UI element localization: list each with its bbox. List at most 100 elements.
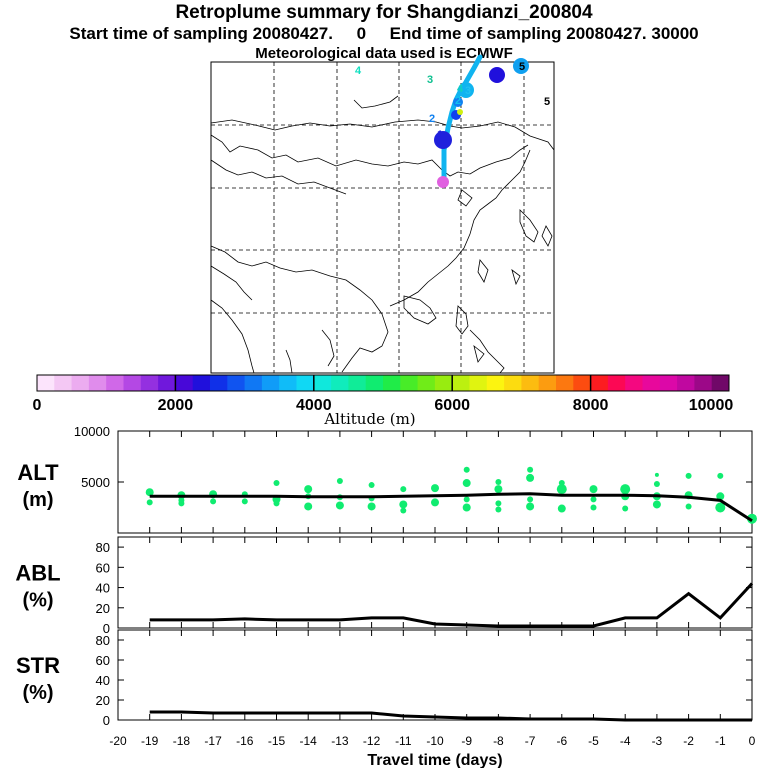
x-axis: -20 -19 -18 -17 -16 -15 -14 -13 -12 -11 -10 -9 -8 -7-… — [109, 734, 755, 768]
altitude-point — [590, 504, 597, 511]
x-tick-label: -1 — [715, 734, 726, 748]
y-tick-label: 40 — [96, 673, 110, 688]
altitude-point — [557, 504, 566, 513]
colorbar-cell — [556, 375, 574, 391]
altitude-point — [431, 498, 439, 507]
colorbar-cell — [244, 375, 263, 391]
panel-alt: 5000 10000 ALT (m) — [17, 424, 757, 534]
altitude-point — [273, 480, 280, 487]
y-tick-label: 0 — [103, 713, 110, 728]
altitude-point — [273, 500, 280, 507]
colorbar-cell — [261, 375, 280, 391]
altitude-point — [400, 507, 407, 514]
panel-ylabel-unit: (%) — [22, 590, 53, 612]
x-tick-label: -13 — [331, 734, 349, 748]
altitude-point — [146, 499, 153, 506]
colorbar-cell — [54, 375, 72, 391]
colorbar-cell — [210, 375, 228, 391]
colorbar-tick-label: 0 — [33, 397, 42, 414]
altitude-point — [716, 492, 725, 501]
colorbar-cell — [175, 375, 194, 391]
y-tick-label: 40 — [96, 581, 110, 596]
colorbar-cell — [296, 375, 315, 391]
x-tick-label: -15 — [268, 734, 286, 748]
x-tick-label: -7 — [525, 734, 536, 748]
colorbar-cell — [590, 375, 609, 391]
x-tick-label: -5 — [588, 734, 599, 748]
colorbar-tick-label: 6000 — [434, 397, 470, 414]
altitude-point — [653, 481, 660, 488]
altitude-point — [178, 500, 185, 507]
map-point-label: 2 — [455, 95, 461, 107]
altitude-point — [400, 486, 407, 493]
x-tick-label: -14 — [300, 734, 318, 748]
colorbar-cell — [607, 375, 626, 391]
colorbar-cell — [227, 375, 245, 391]
map-markers — [434, 58, 529, 188]
panel-ylabel: ABL — [15, 561, 60, 586]
x-tick-label: -19 — [141, 734, 159, 748]
x-tick-label: -9 — [461, 734, 472, 748]
altitude-point — [462, 479, 471, 488]
x-tick-label: -8 — [493, 734, 504, 748]
colorbar-cell — [694, 375, 713, 391]
colorbar-cell — [88, 375, 107, 391]
meteo-source-line: Meteorological data used is ECMWF — [255, 45, 513, 62]
map-marker — [457, 109, 463, 115]
map-point-label: 0 — [441, 177, 447, 189]
map-point-label: 5 — [544, 96, 550, 108]
x-tick-label: -2 — [683, 734, 694, 748]
colorbar-cell — [383, 375, 401, 391]
colorbar-cell — [625, 375, 643, 391]
altitude-point — [526, 502, 535, 511]
map-marker — [434, 131, 452, 149]
map-marker — [513, 58, 529, 74]
map-marker — [458, 82, 474, 98]
x-tick-label: -18 — [173, 734, 191, 748]
x-axis-label: Travel time (days) — [367, 752, 502, 768]
x-tick-label: -12 — [363, 734, 381, 748]
colorbar-cell — [642, 375, 661, 391]
colorbar-cell — [573, 375, 591, 391]
colorbar: 0 2000 4000 6000 8000 10000 Altitude (m) — [33, 374, 734, 428]
panel-ylabel: STR — [16, 653, 60, 678]
colorbar-cell — [192, 375, 211, 391]
altitude-point — [747, 513, 757, 524]
colorbar-cell — [158, 375, 176, 391]
altitude-point — [368, 482, 375, 489]
x-tick-label: -10 — [426, 734, 444, 748]
colorbar-cell — [348, 375, 367, 391]
altitude-point — [685, 503, 692, 510]
altitude-point — [462, 503, 471, 512]
map-point-label: 4 — [457, 83, 464, 95]
y-tick-label: 5000 — [81, 475, 110, 490]
y-tick-label: 20 — [96, 601, 110, 616]
colorbar-cell — [659, 375, 678, 391]
altitude-point — [210, 498, 217, 505]
panel-abl: 0 20 40 60 80 ABL (%) — [15, 536, 754, 636]
colorbar-cell — [279, 375, 297, 391]
colorbar-cell — [469, 375, 488, 391]
altitude-point — [463, 466, 470, 473]
chart-title: Retroplume summary for Shangdianzi_20080… — [175, 2, 593, 23]
colorbar-cell — [521, 375, 540, 391]
map-point-label: 3 — [427, 74, 433, 86]
x-tick-label: -20 — [109, 734, 127, 748]
x-tick-label: -3 — [652, 734, 663, 748]
colorbar-cell — [123, 375, 142, 391]
colorbar-cell — [538, 375, 557, 391]
colorbar-cell — [71, 375, 90, 391]
colorbar-tick-label: 10000 — [689, 397, 734, 414]
colorbar-cell — [677, 375, 695, 391]
colorbar-cell — [486, 375, 505, 391]
altitude-point — [527, 496, 534, 503]
colorbar-tick-label: 2000 — [158, 397, 194, 414]
altitude-point — [399, 500, 408, 509]
altitude-point — [717, 472, 724, 479]
colorbar-cell — [434, 375, 453, 391]
map-point-label: 1 — [437, 129, 443, 141]
colorbar-cell — [313, 375, 332, 391]
colorbar-cell — [365, 375, 384, 391]
